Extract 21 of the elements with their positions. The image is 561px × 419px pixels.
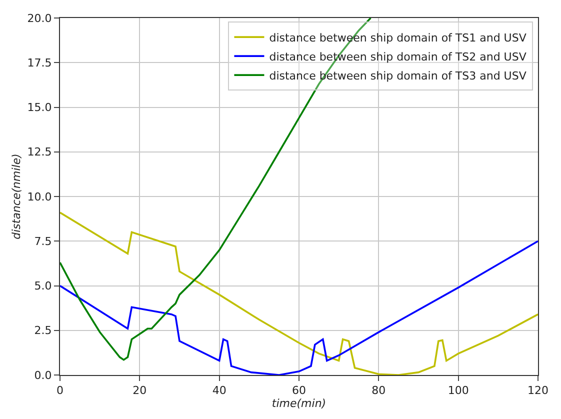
x-tick-label: 60 [292, 384, 306, 398]
y-tick-label: 0.0 [34, 368, 52, 382]
y-axis-title: distance(nmile) [10, 154, 23, 240]
line-series [60, 240, 538, 375]
y-tick-label: 10.0 [27, 190, 52, 204]
x-tick-label: 80 [372, 384, 386, 398]
line-series [60, 212, 538, 375]
y-tick-label: 7.5 [34, 234, 52, 248]
y-tick-label: 15.0 [27, 101, 52, 114]
y-tick-label: 17.5 [27, 56, 52, 70]
x-tick-label: 0 [56, 384, 64, 398]
x-tick-label: 100 [448, 384, 469, 398]
x-tick-label: 40 [212, 384, 226, 398]
y-tick-label: 5.0 [34, 280, 52, 293]
x-axis-title: time(min) [272, 397, 326, 410]
y-tick-label: 20.0 [27, 12, 52, 25]
y-tick-label: 12.5 [27, 146, 52, 159]
line-series [60, 18, 372, 361]
y-tick-label: 2.5 [34, 324, 52, 338]
x-tick-label: 120 [528, 384, 548, 398]
x-tick-label: 20 [132, 384, 147, 398]
